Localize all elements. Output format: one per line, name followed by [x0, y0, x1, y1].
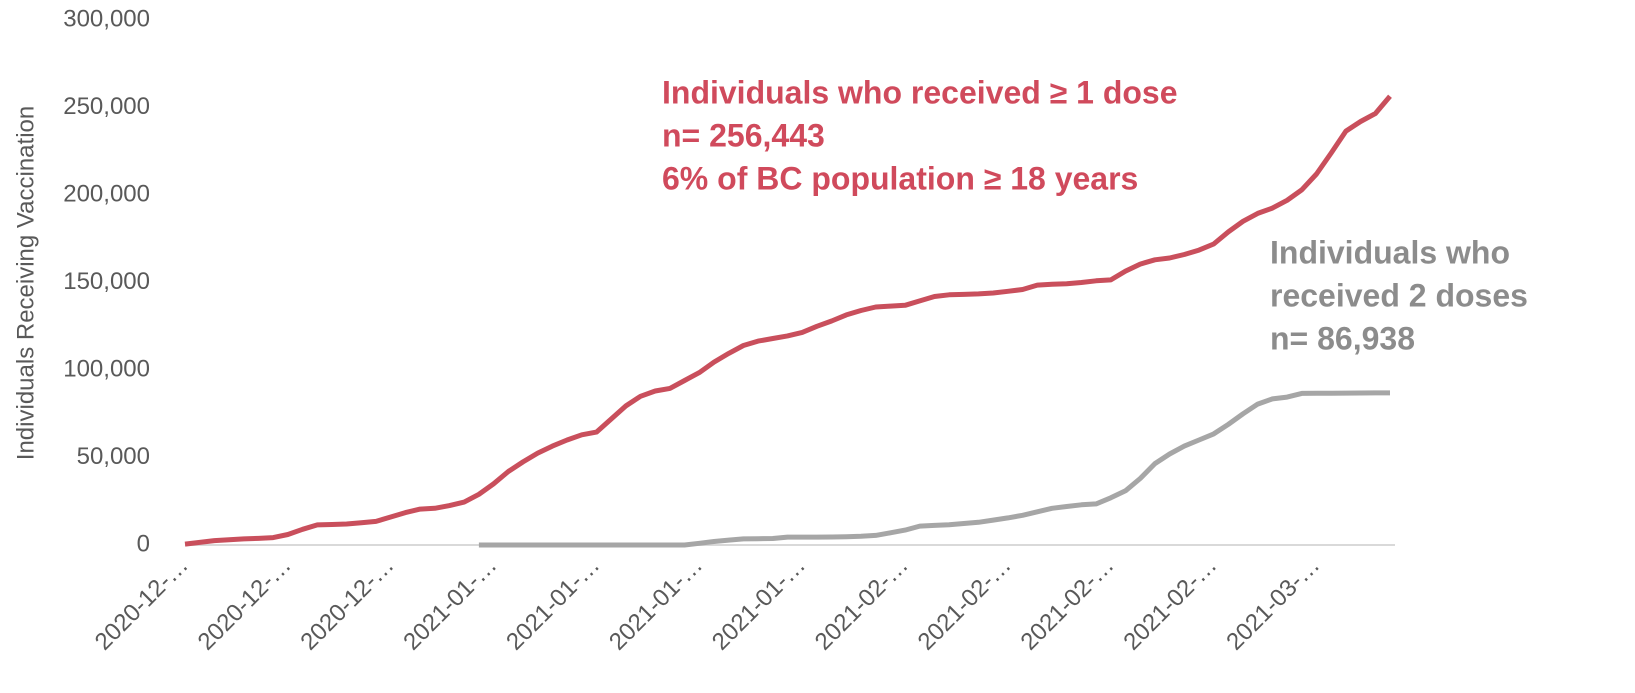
y-tick-label: 300,000 — [63, 5, 150, 32]
annotation: Individuals who received ≥ 1 dose — [662, 74, 1178, 110]
x-tick-label: 2021-01-… — [707, 552, 811, 656]
x-tick-label: 2021-01-… — [604, 552, 708, 656]
x-tick-label: 2020-12-… — [90, 552, 194, 656]
y-tick-label: 0 — [137, 530, 150, 557]
x-tick-label: 2021-02-… — [913, 552, 1017, 656]
series-line — [184, 94, 1392, 547]
y-tick-label: 200,000 — [63, 180, 150, 207]
annotation: n= 256,443 — [662, 117, 825, 153]
annotation: received 2 doses — [1270, 277, 1528, 313]
x-tick-label: 2021-01-… — [398, 552, 502, 656]
y-tick-label: 250,000 — [63, 93, 150, 120]
x-tick-label: 2021-02-… — [1016, 552, 1120, 656]
annotation: n= 86,938 — [1270, 320, 1415, 356]
y-tick-label: 100,000 — [63, 355, 150, 382]
annotation: 6% of BC population ≥ 18 years — [662, 160, 1138, 196]
x-tick-label: 2021-02-… — [810, 552, 914, 656]
x-tick-label: 2020-12-… — [193, 552, 297, 656]
y-axis-label: Individuals Receiving Vaccination — [12, 106, 39, 460]
annotation: Individuals who — [1270, 234, 1510, 270]
y-tick-label: 50,000 — [77, 443, 150, 470]
x-tick-label: 2021-01-… — [501, 552, 605, 656]
x-tick-label: 2021-03-… — [1221, 552, 1325, 656]
series-line — [478, 390, 1390, 548]
x-tick-label: 2021-02-… — [1118, 552, 1222, 656]
y-tick-label: 150,000 — [63, 268, 150, 295]
x-tick-label: 2020-12-… — [295, 552, 399, 656]
